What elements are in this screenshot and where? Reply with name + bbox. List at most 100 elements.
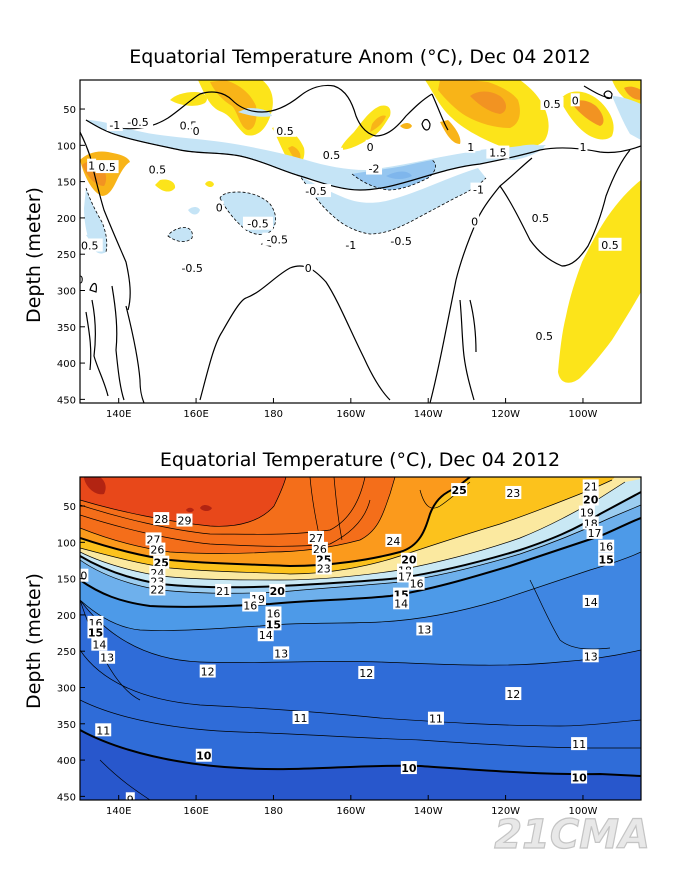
bot-contour-label: 15: [599, 554, 614, 567]
bot-contour-label-bg: [582, 479, 599, 493]
negative-anomaly-dashed-contours: [85, 119, 487, 253]
bot-contour-label-bg: [582, 492, 599, 506]
bot-contour-label: 15: [266, 618, 281, 631]
bot-contour-label: 11: [572, 738, 586, 751]
bot-contour-label: 14: [394, 597, 408, 610]
bot-contour-label-bg: [80, 568, 89, 582]
bot-contour-label-bg: [416, 622, 433, 636]
bot-x-tick-label: 180: [264, 806, 283, 817]
bot-contour-label-bg: [145, 532, 162, 546]
top-x-tick-label: 160W: [336, 409, 365, 420]
bot-contour-label: 23: [317, 562, 331, 575]
top-contour-label-bg: [273, 123, 297, 137]
top-contour-label: 0.5: [601, 239, 619, 252]
bot-contour-label: 13: [274, 647, 288, 660]
top-contour-label-bg: [80, 238, 103, 252]
top-contour-label-bg: [366, 161, 383, 175]
bot-contour-label-bg: [215, 583, 232, 597]
bot-contour-label: 21: [216, 585, 230, 598]
bot-contour-label-bg: [87, 625, 104, 639]
top-contour-label: -0.5: [127, 116, 148, 129]
bot-contour-label-bg: [95, 723, 112, 737]
bottom-plot-frame: [79, 476, 642, 801]
top-contour-label-bg: [95, 160, 119, 174]
top-contour-label-bg: [191, 123, 201, 137]
top-contour-label: 0: [305, 262, 312, 275]
top-contour-label-bg: [532, 329, 556, 343]
top-x-tick-label: 140E: [106, 409, 131, 420]
top-x-axis: 140E 160E 180 160W 140W 120W 100W: [106, 398, 598, 420]
bottom-contour-labels: 2829272625242322212019161615140161514131…: [80, 479, 615, 806]
bot-contour-label-bg: [176, 513, 193, 527]
top-y-tick-label: 100: [57, 141, 76, 152]
bot-contour-label: 16: [599, 541, 613, 554]
bot-contour-label-bg: [400, 552, 417, 566]
top-contour-label-bg: [106, 118, 123, 132]
top-y-tick-label: 50: [63, 105, 76, 116]
bot-contour-label-bg: [308, 530, 325, 544]
bot-contour-label: 17: [398, 570, 412, 583]
bot-contour-label: 12: [201, 666, 215, 679]
bot-contour-label: 20: [583, 494, 599, 507]
bot-contour-label: 20: [401, 554, 417, 567]
bot-contour-label-bg: [195, 748, 212, 762]
bot-contour-label-bg: [393, 596, 410, 610]
bot-contour-label-bg: [273, 646, 290, 660]
bot-contour-label: 14: [92, 639, 106, 652]
top-y-tick-label: 300: [57, 286, 76, 297]
top-contour-label-bg: [123, 115, 154, 129]
bot-y-tick-label: 150: [57, 575, 76, 586]
top-contour-label: 1: [88, 160, 95, 173]
bot-contour-label: 26: [313, 543, 327, 556]
bot-contour-label-bg: [427, 711, 444, 725]
top-contour-label: 0.5: [532, 212, 550, 225]
top-contour-label: -1: [345, 239, 356, 252]
bot-contour-label: 15: [88, 626, 103, 639]
bot-contour-label: 17: [588, 527, 602, 540]
bot-contour-label-bg: [385, 533, 402, 547]
bot-contour-label-bg: [408, 576, 425, 590]
bot-y-tick-label: 100: [57, 538, 76, 549]
bot-contour-label-bg: [91, 637, 108, 651]
top-y-tick-label: 350: [57, 323, 76, 334]
top-contour-label-bg: [470, 214, 480, 228]
bot-contour-label-bg: [582, 594, 599, 608]
top-contour-label-bg: [262, 232, 293, 246]
top-contour-label-bg: [486, 145, 510, 159]
top-contour-label-bg: [177, 260, 208, 274]
bot-contour-label: 9: [127, 793, 134, 806]
top-contour-label: 0: [572, 94, 579, 107]
top-contour-label-bg: [570, 93, 580, 107]
top-contour-label-bg: [87, 158, 97, 172]
top-y-axis: 50 100 150 200 250 300 350 400 450: [57, 105, 85, 406]
top-contour-label: 1: [467, 141, 474, 154]
bot-contour-label-bg: [598, 539, 615, 553]
bot-contour-label: 25: [452, 484, 467, 497]
isotherm-10-bold: [80, 729, 641, 777]
bot-contour-label: 27: [309, 532, 323, 545]
bot-contour-label-bg: [358, 665, 375, 679]
top-contour-label-bg: [528, 210, 552, 224]
top-contour-label-bg: [214, 200, 224, 214]
watermark-logo: 21CMA: [494, 812, 650, 858]
bot-contour-label: 12: [359, 667, 373, 680]
bot-contour-label-bg: [292, 710, 309, 724]
top-contour-label: -1: [109, 119, 120, 132]
top-contour-label: -0.5: [181, 262, 202, 275]
bot-contour-label: 11: [294, 712, 308, 725]
bot-contour-label: 10: [401, 762, 417, 775]
top-contour-label-bg: [80, 272, 85, 286]
bot-contour-label: 14: [584, 596, 598, 609]
top-contour-label-bg: [242, 216, 273, 230]
top-contour-label: 0.5: [149, 163, 167, 176]
bot-contour-label: 19: [580, 507, 594, 520]
bot-x-tick-label: 160E: [183, 806, 208, 817]
top-contour-label: -0.5: [267, 234, 288, 247]
top-contour-label: 0: [77, 274, 84, 287]
bot-contour-label-bg: [257, 628, 274, 642]
bot-contour-label-bg: [199, 664, 216, 678]
bot-x-tick-label: 100W: [568, 806, 597, 817]
bot-x-tick-label: 140E: [106, 806, 131, 817]
top-contour-label: 1: [579, 141, 586, 154]
